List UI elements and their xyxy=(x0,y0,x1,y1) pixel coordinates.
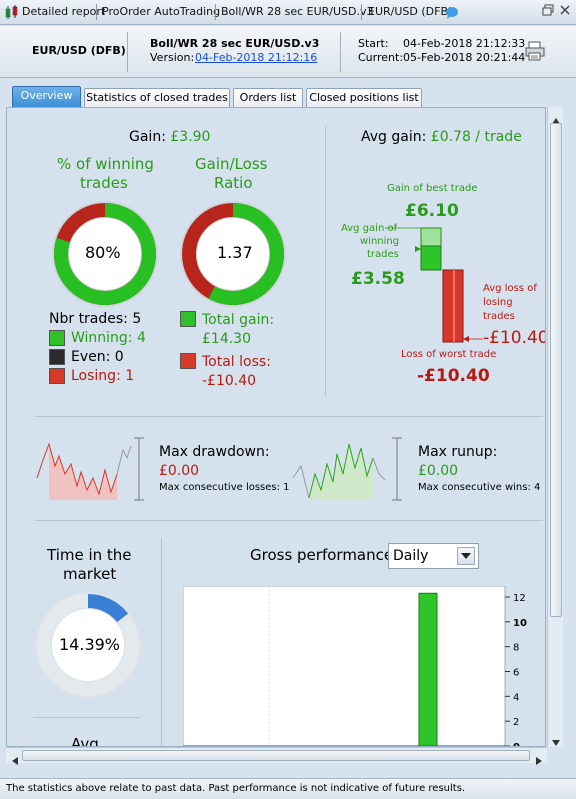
scroll-down-icon[interactable] xyxy=(550,733,562,752)
max-drawdown-value: £0.00 xyxy=(159,463,200,479)
nbr-trades: Nbr trades: 5 xyxy=(49,311,142,327)
vertical-scrollbar[interactable] xyxy=(547,107,563,747)
avg-win-label-3: trades xyxy=(367,249,399,260)
current-label: Current: xyxy=(358,51,404,64)
avg-loss-value: -£10.40 xyxy=(483,328,546,348)
best-trade-label: Gain of best trade xyxy=(387,183,478,194)
avg-loss-label-3: trades xyxy=(483,311,515,322)
title-proorder[interactable]: ProOrder AutoTrading xyxy=(102,5,221,18)
period-dropdown[interactable]: Daily xyxy=(388,543,479,569)
system-name: Boll/WR 28 sec EUR/USD.v3 xyxy=(150,37,320,50)
max-runup-label: Max runup: xyxy=(418,444,498,460)
gross-performance-chart: 12 10 8 6 4 2 0 xyxy=(183,586,527,747)
chat-bubble-icon[interactable] xyxy=(445,5,459,19)
horizontal-scrollbar[interactable] xyxy=(6,747,547,765)
hscroll-thumb[interactable] xyxy=(22,750,530,761)
losing-swatch xyxy=(49,368,65,384)
avg-gain-label: Avg gain: xyxy=(361,129,427,145)
status-bar: The statistics above relate to past data… xyxy=(0,778,576,799)
scroll-up-icon[interactable] xyxy=(550,111,562,130)
current-value: 05-Feb-2018 20:21:44 xyxy=(403,51,526,64)
avg-loss-label-2: losing xyxy=(483,297,513,308)
gain-loss-bars xyxy=(385,227,483,343)
total-loss-swatch xyxy=(180,353,196,369)
title-instrument[interactable]: EUR/USD (DFB) xyxy=(368,5,453,18)
runup-sparkline xyxy=(292,437,402,501)
y-tick-label: 0 xyxy=(513,742,520,747)
best-trade-value: £6.10 xyxy=(405,201,459,221)
winning-pct: 80% xyxy=(85,243,121,262)
chart-candles-icon xyxy=(4,4,20,20)
y-tick-label: 8 xyxy=(513,643,519,654)
scroll-right-icon[interactable] xyxy=(534,751,544,770)
max-consec-wins: Max consecutive wins: 4 xyxy=(418,482,541,493)
title-detailed-report[interactable]: Detailed report xyxy=(22,5,106,18)
y-tick-label: 10 xyxy=(513,618,527,629)
scroll-left-icon[interactable] xyxy=(10,751,20,770)
tab-overview[interactable]: Overview xyxy=(12,86,81,107)
total-loss-label: Total loss: xyxy=(202,354,271,370)
winning-swatch xyxy=(49,330,65,346)
gross-bar-1 xyxy=(418,592,438,746)
max-consec-losses: Max consecutive losses: 1 xyxy=(159,482,290,493)
total-loss-value: -£10.40 xyxy=(202,373,257,389)
gl-ratio-value: 1.37 xyxy=(217,243,253,262)
worst-trade-value: -£10.40 xyxy=(417,366,490,386)
gain-label: Gain: xyxy=(129,129,166,145)
avg-loss-label-1: Avg loss of xyxy=(483,283,537,294)
report-tabs: Overview Statistics of closed trades Ord… xyxy=(0,84,576,108)
time-market-line1: Time in the xyxy=(47,546,132,564)
winning-title-line1: % of winning xyxy=(57,155,154,173)
avg-win-label-2: winning xyxy=(360,236,400,247)
start-label: Start: xyxy=(358,37,389,50)
title-system[interactable]: Boll/WR 28 sec EUR/USD.v3 xyxy=(221,5,374,18)
overview-panel: Gain: £3.90 % of winning trades 80% Gain… xyxy=(6,107,546,747)
y-tick-label: 2 xyxy=(513,717,519,728)
gain-value: £3.90 xyxy=(170,129,211,145)
window-titlebar: Detailed report ProOrder AutoTrading Bol… xyxy=(0,0,576,25)
version-link[interactable]: 04-Feb-2018 21:12:16 xyxy=(195,51,318,64)
winning-count: Winning: 4 xyxy=(71,330,146,346)
y-tick-label: 12 xyxy=(513,593,526,604)
even-swatch xyxy=(49,349,65,365)
avg-win-label-1: Avg gain of xyxy=(341,223,398,234)
max-drawdown-label: Max drawdown: xyxy=(159,444,270,460)
start-value: 04-Feb-2018 21:12:33 xyxy=(403,37,526,50)
disclaimer-text: The statistics above relate to past data… xyxy=(6,783,466,794)
tab-statistics[interactable]: Statistics of closed trades xyxy=(84,88,230,107)
max-runup-value: £0.00 xyxy=(418,463,459,479)
avg-win-value: £3.58 xyxy=(351,269,405,289)
tab-orders-list[interactable]: Orders list xyxy=(233,88,303,107)
winning-ring xyxy=(52,201,158,307)
losing-count: Losing: 1 xyxy=(71,368,135,384)
avg-label: Avg xyxy=(71,735,99,747)
tab-closed-positions[interactable]: Closed positions list xyxy=(306,88,422,107)
report-header: EUR/USD (DFB) Boll/WR 28 sec EUR/USD.v3 … xyxy=(0,26,576,78)
y-tick-label: 4 xyxy=(513,692,519,703)
total-gain-label: Total gain: xyxy=(202,312,275,328)
time-market-pct: 14.39% xyxy=(59,635,121,654)
total-gain-swatch xyxy=(180,311,196,327)
avg-gain-value: £0.78 / trade xyxy=(430,129,522,145)
version-label: Version: xyxy=(150,51,195,64)
winning-title-line2: trades xyxy=(80,174,128,192)
worst-trade-label: Loss of worst trade xyxy=(401,349,497,360)
gl-title-line1: Gain/Loss xyxy=(195,155,268,173)
drawdown-sparkline xyxy=(36,437,144,501)
y-tick-label: 6 xyxy=(513,668,519,679)
close-icon[interactable] xyxy=(557,4,573,20)
scroll-thumb[interactable] xyxy=(550,123,562,617)
instrument-name: EUR/USD (DFB) xyxy=(32,44,126,57)
even-count: Even: 0 xyxy=(71,349,124,365)
gl-title-line2: Ratio xyxy=(214,174,253,192)
gl-ratio-ring xyxy=(180,201,286,307)
gross-perf-label: Gross performance xyxy=(250,546,394,564)
period-value: Daily xyxy=(393,548,429,564)
restore-icon[interactable] xyxy=(540,4,556,20)
chevron-down-icon[interactable] xyxy=(457,547,475,565)
time-market-ring xyxy=(35,592,141,698)
total-gain-value: £14.30 xyxy=(202,331,251,347)
time-market-line2: market xyxy=(63,565,117,583)
printer-icon[interactable] xyxy=(524,41,546,61)
